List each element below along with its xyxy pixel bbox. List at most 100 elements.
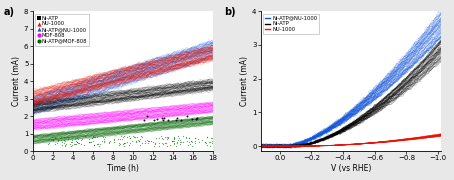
Point — [165, 119, 172, 122]
Point — [187, 139, 194, 142]
Point — [78, 139, 85, 142]
Point — [125, 144, 132, 147]
Point — [94, 143, 101, 146]
Point — [150, 119, 157, 122]
Point — [117, 137, 124, 140]
Point — [110, 138, 118, 141]
Point — [106, 139, 114, 142]
Point — [117, 135, 124, 138]
Point — [203, 144, 211, 147]
Point — [127, 136, 134, 139]
Point — [45, 143, 52, 146]
Point — [162, 135, 169, 138]
Point — [141, 118, 148, 121]
Point — [144, 139, 151, 142]
Point — [142, 139, 149, 142]
Point — [120, 141, 127, 144]
Point — [191, 141, 198, 144]
Point — [178, 140, 185, 143]
Point — [74, 141, 81, 144]
Point — [194, 116, 201, 119]
Point — [206, 140, 213, 143]
Point — [71, 143, 78, 146]
Point — [207, 136, 214, 139]
Point — [148, 140, 155, 142]
Point — [202, 141, 209, 144]
Point — [193, 117, 200, 120]
Text: a): a) — [4, 7, 15, 17]
Point — [188, 140, 196, 143]
Point — [110, 141, 118, 144]
Point — [187, 143, 194, 145]
Point — [74, 137, 81, 140]
Point — [68, 138, 75, 141]
Point — [135, 140, 142, 142]
Point — [206, 145, 213, 147]
Point — [128, 140, 135, 143]
Point — [69, 140, 76, 143]
Point — [121, 141, 128, 144]
Point — [91, 144, 98, 147]
Point — [58, 138, 65, 141]
Point — [175, 137, 183, 140]
Point — [183, 136, 190, 138]
Point — [161, 141, 168, 144]
Point — [174, 135, 182, 138]
Point — [117, 143, 124, 146]
Point — [192, 139, 199, 142]
Point — [66, 142, 73, 145]
Point — [95, 144, 102, 147]
Point — [85, 141, 93, 143]
Point — [63, 135, 70, 138]
Text: b): b) — [225, 7, 236, 17]
Point — [159, 143, 166, 145]
Point — [144, 142, 152, 145]
Point — [77, 143, 84, 146]
Point — [71, 143, 78, 146]
Point — [158, 135, 165, 138]
Point — [69, 144, 76, 147]
Point — [68, 144, 75, 147]
Point — [173, 142, 181, 145]
Point — [169, 140, 176, 143]
Point — [61, 142, 68, 145]
Point — [156, 141, 163, 144]
Point — [100, 140, 108, 143]
Point — [151, 143, 158, 145]
Legend: Ni-ATP, NU-1000, Ni-ATP@NU-1000, MOF-808, Ni-ATP@MOF-808: Ni-ATP, NU-1000, Ni-ATP@NU-1000, MOF-808… — [35, 14, 89, 46]
Point — [73, 141, 80, 144]
Point — [208, 141, 216, 144]
Point — [58, 140, 65, 143]
Point — [134, 135, 141, 138]
Point — [198, 139, 206, 141]
Point — [133, 141, 140, 144]
Point — [72, 140, 79, 143]
Point — [52, 143, 59, 146]
Point — [51, 136, 58, 139]
Y-axis label: Current (mA): Current (mA) — [12, 56, 21, 106]
Point — [138, 141, 145, 144]
Point — [100, 136, 107, 139]
Point — [195, 141, 202, 144]
Point — [116, 142, 123, 145]
Point — [62, 143, 69, 146]
Point — [94, 136, 101, 139]
Point — [143, 115, 151, 118]
Point — [132, 140, 139, 142]
Point — [106, 140, 113, 143]
Point — [159, 119, 167, 122]
Point — [85, 138, 92, 141]
Point — [100, 140, 108, 143]
Point — [162, 142, 169, 145]
Point — [65, 136, 72, 139]
Point — [185, 141, 192, 144]
Point — [89, 136, 97, 138]
Point — [159, 138, 167, 141]
Point — [176, 142, 183, 145]
Point — [159, 136, 166, 139]
Point — [192, 137, 199, 140]
Point — [154, 118, 161, 121]
Point — [183, 137, 190, 140]
Point — [47, 138, 54, 141]
Point — [126, 135, 133, 138]
